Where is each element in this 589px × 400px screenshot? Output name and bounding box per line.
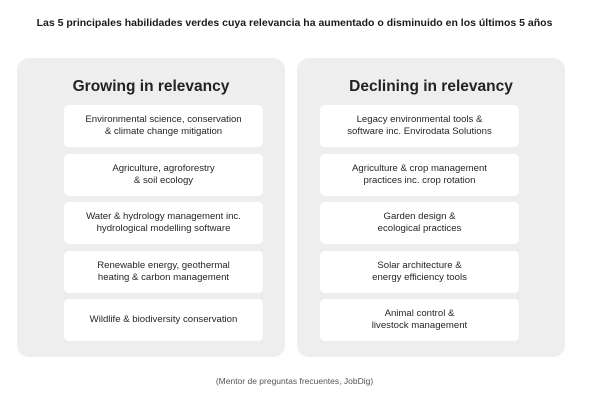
- declining-item: Animal control & livestock management: [320, 299, 519, 341]
- growing-item: Environmental science, conservation & cl…: [64, 105, 263, 147]
- declining-heading: Declining in relevancy: [349, 78, 513, 95]
- declining-item: Solar architecture & energy efficiency t…: [320, 250, 519, 293]
- growing-list: Environmental science, conservation & cl…: [64, 105, 263, 348]
- declining-list: Legacy environmental tools & software in…: [320, 105, 519, 348]
- source-caption: (Mentor de preguntas frecuentes, JobDig): [215, 376, 374, 386]
- growing-item: Water & hydrology management inc. hydrol…: [64, 202, 263, 244]
- growing-heading: Growing in relevancy: [72, 78, 230, 95]
- growing-item: Agriculture, agroforestry & soil ecology: [64, 153, 263, 196]
- declining-item: Garden design & ecological practices: [320, 202, 519, 244]
- growing-item: Renewable energy, geothermal heating & c…: [64, 250, 263, 293]
- declining-panel: Declining in relevancy Legacy environmen…: [297, 58, 565, 357]
- growing-item: Wildlife & biodiversity conservation: [64, 299, 263, 341]
- declining-item: Agriculture & crop management practices …: [320, 153, 519, 196]
- page-title: Las 5 principales habilidades verdes cuy…: [36, 17, 553, 29]
- declining-item: Legacy environmental tools & software in…: [320, 105, 519, 147]
- growing-panel: Growing in relevancy Environmental scien…: [17, 58, 285, 357]
